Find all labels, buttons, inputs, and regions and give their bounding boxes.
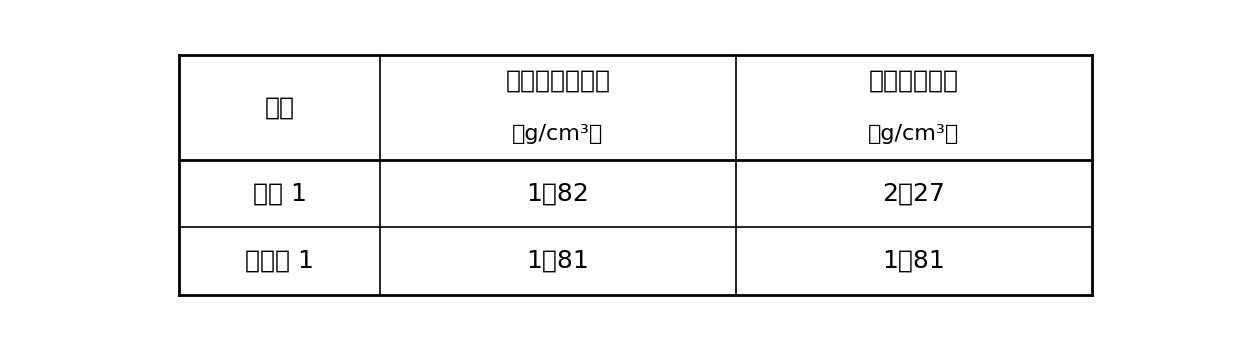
Text: 实例 1: 实例 1 — [253, 182, 306, 206]
Text: （g/cm³）: （g/cm³） — [868, 124, 960, 144]
Text: 样品: 样品 — [264, 95, 294, 120]
Text: 1．81: 1．81 — [527, 249, 589, 273]
Text: 2．27: 2．27 — [883, 182, 945, 206]
Text: 成品振实密度: 成品振实密度 — [869, 69, 959, 93]
Text: 1．81: 1．81 — [883, 249, 945, 273]
Text: 对比例 1: 对比例 1 — [246, 249, 314, 273]
Text: （g/cm³）: （g/cm³） — [512, 124, 604, 144]
Text: 前驱体振实密度: 前驱体振实密度 — [506, 69, 610, 93]
Text: 1．82: 1．82 — [527, 182, 589, 206]
